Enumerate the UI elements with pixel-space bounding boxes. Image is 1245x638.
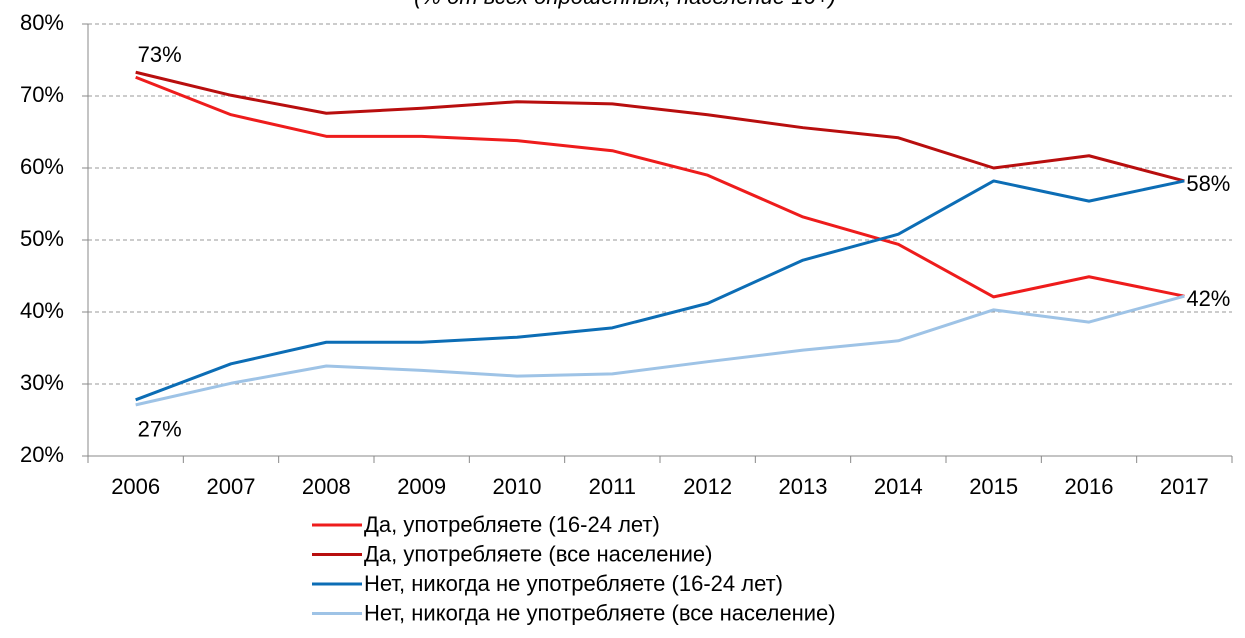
data-label: 58% (1186, 171, 1230, 196)
data-label: 27% (138, 417, 182, 442)
x-tick-label: 2008 (302, 474, 351, 499)
y-tick-label: 20% (20, 442, 64, 467)
chart-subtitle: (% от всех опрошенных, население 16+) (414, 0, 836, 9)
data-label: 42% (1186, 286, 1230, 311)
x-tick-label: 2012 (683, 474, 732, 499)
x-tick-label: 2010 (493, 474, 542, 499)
x-tick-label: 2016 (1065, 474, 1114, 499)
x-tick-label: 2015 (969, 474, 1018, 499)
x-tick-label: 2007 (207, 474, 256, 499)
series-line (135, 294, 1185, 407)
series-line (135, 179, 1185, 402)
y-tick-label: 50% (20, 226, 64, 251)
y-tick-label: 80% (20, 10, 64, 35)
x-tick-label: 2009 (397, 474, 446, 499)
y-tick-label: 40% (20, 298, 64, 323)
y-tick-label: 30% (20, 370, 64, 395)
x-tick-label: 2013 (779, 474, 828, 499)
x-tick-label: 2011 (589, 474, 636, 499)
x-tick-label: 2017 (1160, 474, 1209, 499)
series-line (135, 70, 1185, 183)
legend-label: Нет, никогда не употребляете (16-24 лет) (364, 571, 783, 596)
x-tick-label: 2014 (874, 474, 923, 499)
legend-label: Да, употребляете (16-24 лет) (364, 512, 660, 537)
series-line (135, 75, 1185, 299)
legend-label: Нет, никогда не употребляете (все населе… (364, 600, 836, 625)
data-label: 73% (138, 42, 182, 67)
legend-label: Да, употребляете (все население) (364, 541, 712, 566)
y-tick-label: 70% (20, 82, 64, 107)
y-tick-label: 60% (20, 154, 64, 179)
x-tick-label: 2006 (111, 474, 160, 499)
